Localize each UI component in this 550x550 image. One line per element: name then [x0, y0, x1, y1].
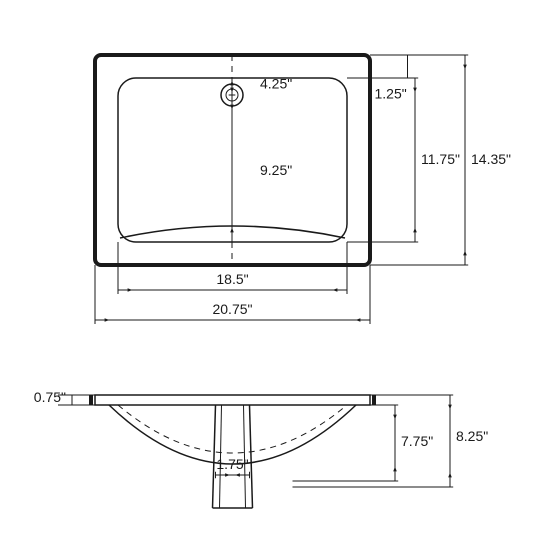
sink-spec-diagram: 4.25" 9.25" 18.5" 20.75" 1.25" 11.75" 14.35" 0.…	[0, 0, 550, 550]
dim-inner-h: 11.75"	[421, 151, 460, 167]
dim-rim: 1.25"	[375, 86, 407, 102]
front-rim	[95, 395, 370, 405]
dim-center-depth: 9.25"	[260, 162, 292, 178]
dim-label: 20.75"	[212, 301, 252, 317]
dim-label: 18.5"	[216, 271, 248, 287]
dim-front-rim: 0.75"	[34, 389, 66, 405]
dim-drain-w: 1.75"	[216, 456, 248, 472]
dim-front-inner: 7.75"	[401, 433, 433, 449]
drawing-layer: 4.25" 9.25" 18.5" 20.75" 1.25" 11.75" 14.35" 0.…	[34, 55, 511, 508]
front-bowl-inner	[118, 405, 347, 453]
dim-outer-h: 14.35"	[471, 151, 511, 167]
dim-front-outer: 8.25"	[456, 428, 488, 444]
dim-drain-depth: 4.25"	[260, 76, 292, 92]
